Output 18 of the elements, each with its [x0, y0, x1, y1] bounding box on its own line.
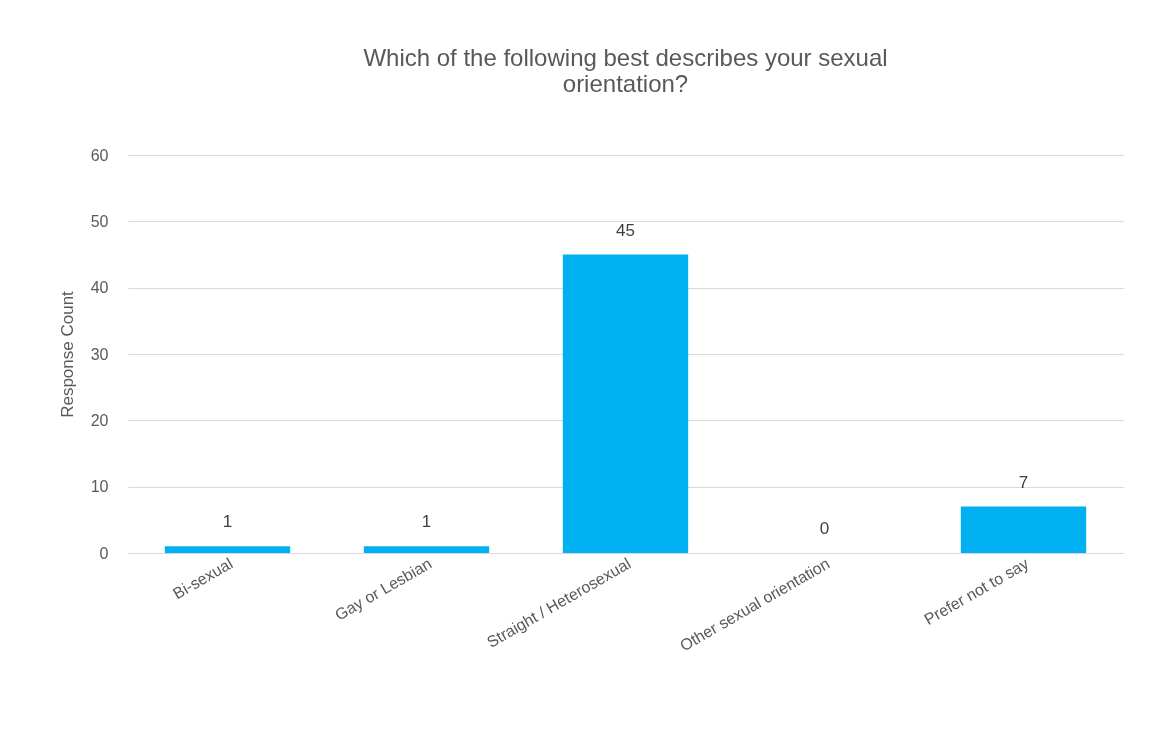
y-tick-label: 20: [90, 411, 109, 429]
data-label: 7: [1018, 472, 1029, 492]
bar: [164, 546, 291, 553]
y-tick-label: 0: [99, 544, 109, 562]
chart-title: Which of the following best describes your sexual orientation?: [363, 44, 888, 97]
data-label: 1: [222, 512, 233, 532]
bar: [363, 546, 490, 553]
data-label: 1: [421, 512, 432, 532]
bar: [960, 506, 1087, 553]
y-tick-label: 60: [90, 146, 109, 164]
data-label: 0: [819, 519, 830, 538]
bar: [562, 254, 689, 553]
y-axis-title: Response Count: [57, 290, 77, 418]
y-tick-label: 30: [90, 345, 109, 363]
data-label: 45: [616, 220, 635, 240]
y-tick-label: 40: [90, 279, 109, 297]
y-tick-label: 50: [90, 212, 109, 230]
y-tick-label: 10: [90, 478, 109, 496]
